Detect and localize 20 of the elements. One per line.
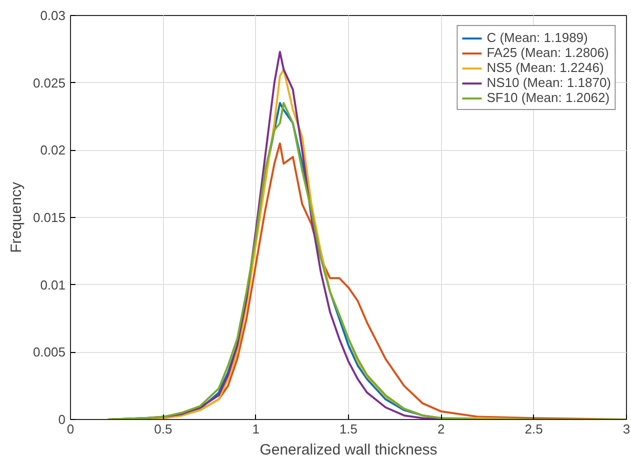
- y-axis-title: Frequency: [8, 182, 25, 253]
- legend-label: NS5 (Mean: 1.2246): [486, 60, 604, 75]
- x-tick-label: 2: [438, 422, 445, 436]
- legend-label: C (Mean: 1.1989): [486, 30, 588, 45]
- y-tick-label: 0.015: [32, 210, 66, 225]
- x-tick-label: 0.5: [154, 422, 172, 436]
- y-tick-label: 0.025: [32, 75, 66, 90]
- x-tick-label: 3: [622, 422, 630, 436]
- legend-label: FA25 (Mean: 1.2806): [486, 45, 609, 60]
- legend-label: NS10 (Mean: 1.1870): [486, 75, 611, 90]
- y-tick-label: 0.02: [40, 142, 66, 158]
- y-tick-label: 0.005: [32, 344, 66, 360]
- y-tick-label: 0.03: [40, 8, 66, 23]
- x-axis-title: Generalized wall thickness: [260, 442, 438, 458]
- y-tick-label: 0: [58, 412, 66, 427]
- y-tick-label: 0.01: [40, 277, 66, 292]
- x-tick-label: 1: [252, 422, 260, 436]
- x-tick-label: 2.5: [524, 422, 543, 436]
- x-tick-label: 1.5: [339, 422, 358, 436]
- legend-label: SF10 (Mean: 1.2062): [486, 90, 610, 105]
